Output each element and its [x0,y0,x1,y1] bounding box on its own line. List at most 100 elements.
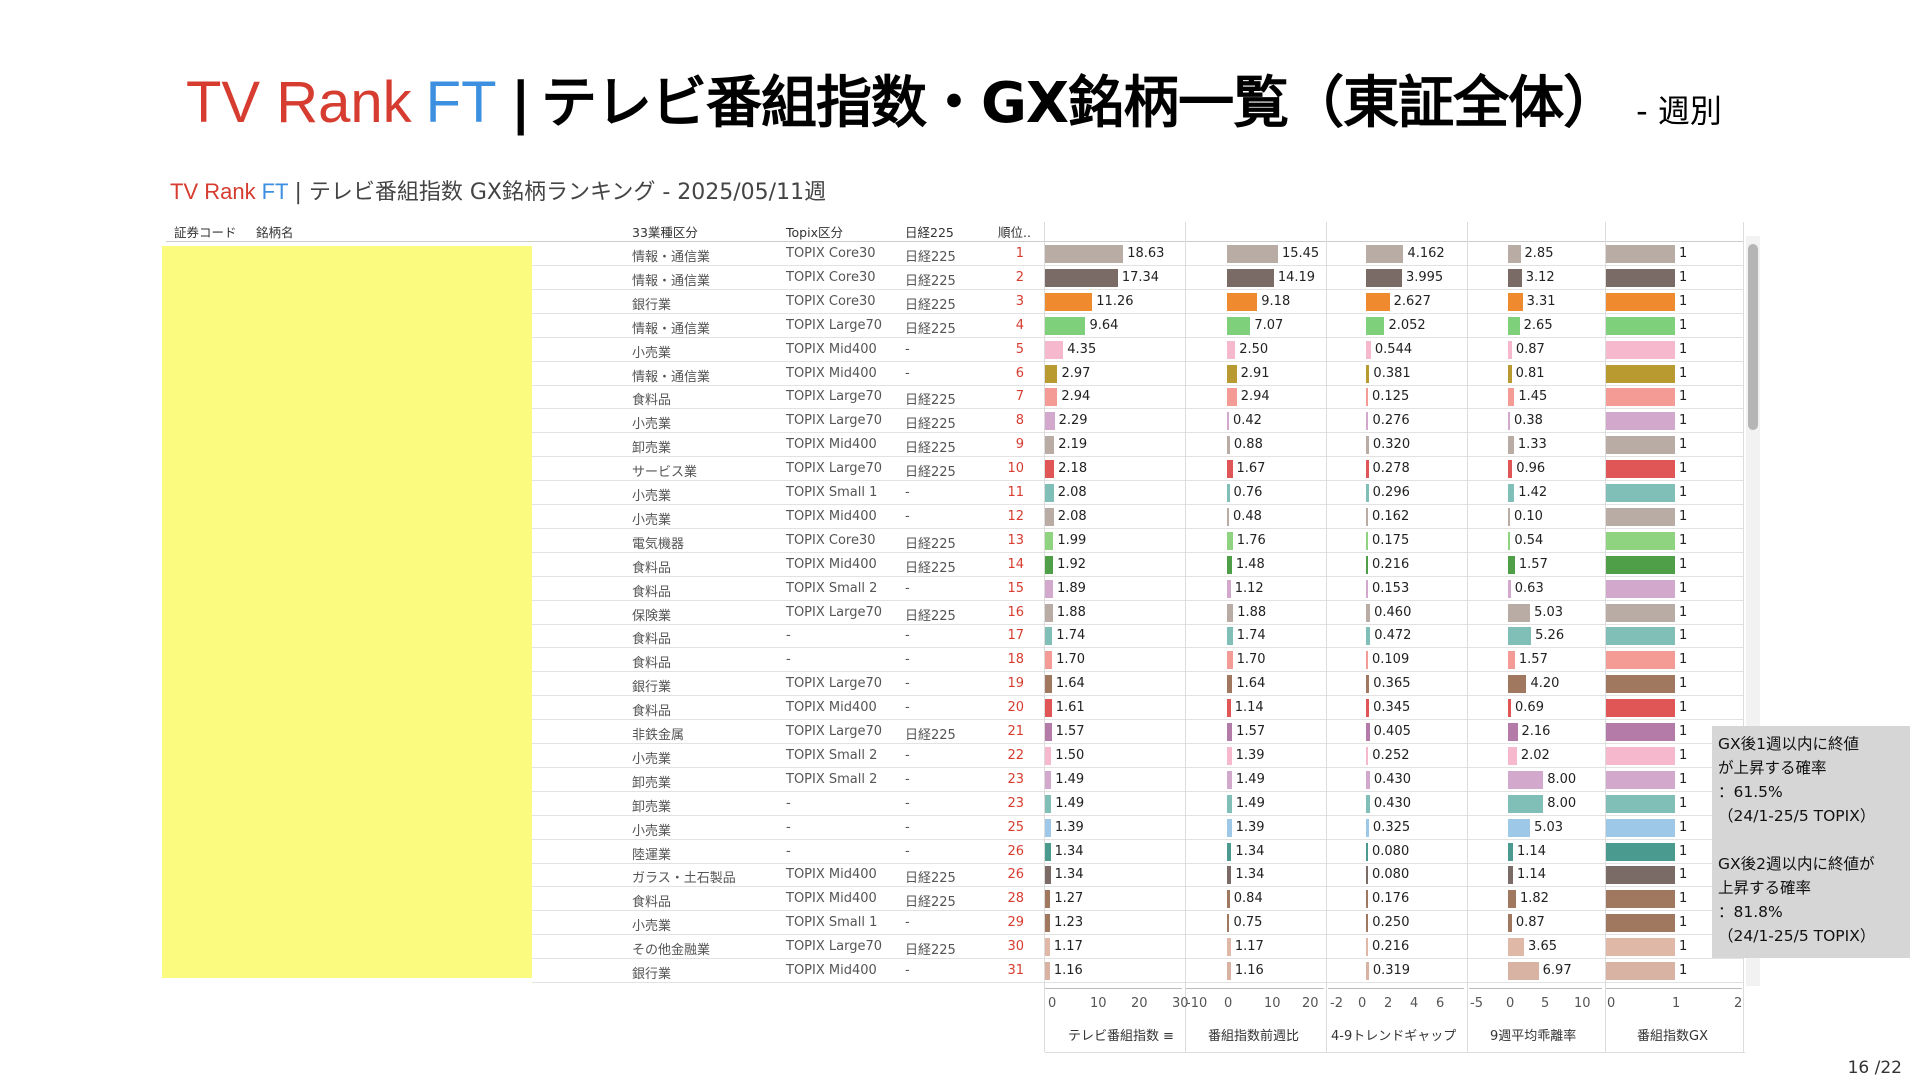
table-row[interactable]: 卸売業 TOPIX Mid400 日経225 9 2.19 0.88 0.320 1.33 1 [166,433,1744,458]
weekly-change-bar[interactable] [1227,699,1231,718]
axis-title[interactable]: 番組指数前週比 [1208,1029,1300,1044]
tv-index-bar[interactable] [1045,292,1093,311]
deviation-bar[interactable] [1508,675,1527,694]
gx-bar[interactable] [1605,699,1675,718]
deviation-bar[interactable] [1508,340,1512,359]
trend-gap-bar[interactable] [1366,412,1369,431]
tv-index-bar[interactable] [1045,436,1055,455]
table-row[interactable]: 情報・通信業 TOPIX Core30 日経225 2 17.34 14.19 3.995 3… [166,266,1744,290]
sort-icon[interactable]: ≡ [1163,1029,1174,1044]
gx-bar[interactable] [1605,245,1675,263]
tv-index-bar[interactable] [1045,914,1051,933]
gx-bar[interactable] [1605,388,1675,407]
weekly-change-bar[interactable] [1227,603,1234,622]
table-row[interactable]: 卸売業 TOPIX Small 2 - 23 1.49 1.49 0.430 8.00 1 [166,768,1744,792]
deviation-bar[interactable] [1508,316,1520,335]
scrollbar-thumb[interactable] [1748,244,1758,430]
tv-index-bar[interactable] [1045,484,1054,502]
weekly-change-bar[interactable] [1227,651,1233,670]
weekly-change-bar[interactable] [1227,938,1231,957]
trend-gap-bar[interactable] [1366,531,1368,550]
tv-index-bar[interactable] [1045,603,1053,622]
tv-index-bar[interactable] [1045,675,1052,694]
header-code[interactable]: 証券コード [174,225,237,240]
table-row[interactable]: 小売業 - - 25 1.39 1.39 0.325 5.03 1 [166,816,1744,840]
trend-gap-bar[interactable] [1366,866,1368,885]
table-row[interactable]: 情報・通信業 TOPIX Mid400 - 6 2.97 2.91 0.381 0.81 1 [166,362,1744,386]
weekly-change-bar[interactable] [1227,890,1230,909]
deviation-bar[interactable] [1508,268,1522,287]
tv-index-bar[interactable] [1045,794,1052,813]
deviation-bar[interactable] [1508,938,1525,957]
deviation-bar[interactable] [1508,388,1515,407]
tv-index-bar[interactable] [1045,460,1055,479]
weekly-change-bar[interactable] [1227,555,1232,574]
weekly-change-bar[interactable] [1227,818,1232,837]
deviation-bar[interactable] [1508,962,1539,980]
tv-index-bar[interactable] [1045,866,1051,885]
header-topix[interactable]: Topix区分 [786,225,843,240]
weekly-change-bar[interactable] [1227,484,1230,502]
weekly-change-bar[interactable] [1227,579,1231,598]
deviation-bar[interactable] [1508,866,1514,885]
trend-gap-bar[interactable] [1366,914,1369,933]
table-row[interactable]: 陸運業 - - 26 1.34 1.34 0.080 1.14 1 [166,840,1744,864]
trend-gap-bar[interactable] [1366,603,1371,622]
deviation-bar[interactable] [1508,723,1518,741]
deviation-bar[interactable] [1508,914,1512,933]
deviation-bar[interactable] [1508,555,1515,574]
trend-gap-bar[interactable] [1366,890,1368,909]
table-row[interactable]: 食料品 TOPIX Mid400 日経225 14 1.92 1.48 0.216 1.57 1 [166,553,1744,577]
table-row[interactable]: 銀行業 TOPIX Large70 - 19 1.64 1.64 0.365 4.20 1 [166,672,1744,697]
trend-gap-bar[interactable] [1366,723,1370,741]
gx-bar[interactable] [1605,292,1675,311]
gx-bar[interactable] [1605,436,1675,455]
gx-bar[interactable] [1605,890,1675,909]
gx-bar[interactable] [1605,770,1675,789]
deviation-bar[interactable] [1508,507,1510,526]
tv-index-bar[interactable] [1045,962,1050,980]
deviation-bar[interactable] [1508,699,1512,718]
trend-gap-bar[interactable] [1366,484,1369,502]
trend-gap-bar[interactable] [1366,842,1368,861]
deviation-bar[interactable] [1508,412,1510,431]
trend-gap-bar[interactable] [1366,436,1369,455]
header-sector[interactable]: 33業種区分 [632,225,698,240]
header-rank[interactable]: 順位.. [998,225,1031,240]
weekly-change-bar[interactable] [1227,388,1237,407]
deviation-bar[interactable] [1508,842,1514,861]
tv-index-bar[interactable] [1045,316,1086,335]
tv-index-bar[interactable] [1045,651,1053,670]
table-row[interactable]: その他金融業 TOPIX Large70 日経225 30 1.17 1.17 0.216 3… [166,935,1744,960]
tv-index-bar[interactable] [1045,268,1118,287]
trend-gap-bar[interactable] [1366,364,1370,383]
gx-bar[interactable] [1605,723,1675,741]
tv-index-bar[interactable] [1045,890,1051,909]
tv-index-bar[interactable] [1045,388,1058,407]
table-row[interactable]: 小売業 TOPIX Mid400 - 5 4.35 2.50 0.544 0.87 1 [166,338,1744,362]
gx-bar[interactable] [1605,507,1675,526]
weekly-change-bar[interactable] [1227,746,1232,765]
trend-gap-bar[interactable] [1366,292,1390,311]
tv-index-bar[interactable] [1045,842,1051,861]
deviation-bar[interactable] [1508,651,1515,670]
weekly-change-bar[interactable] [1227,723,1233,741]
table-row[interactable]: 情報・通信業 TOPIX Large70 日経225 4 9.64 7.07 2.052 2.… [166,314,1744,338]
table-row[interactable]: 小売業 TOPIX Small 1 - 11 2.08 0.76 0.296 1.42 1 [166,481,1744,505]
tv-index-bar[interactable] [1045,723,1052,741]
deviation-bar[interactable] [1508,364,1512,383]
deviation-bar[interactable] [1508,627,1532,646]
weekly-change-bar[interactable] [1227,364,1237,383]
table-row[interactable]: 食料品 - - 17 1.74 1.74 0.472 5.26 1 [166,624,1744,649]
header-name[interactable]: 銘柄名 [256,225,294,240]
deviation-bar[interactable] [1508,292,1523,311]
trend-gap-bar[interactable] [1366,938,1368,957]
gx-bar[interactable] [1605,484,1675,502]
trend-gap-bar[interactable] [1366,579,1368,598]
tv-index-bar[interactable] [1045,579,1053,598]
tv-index-bar[interactable] [1045,412,1055,431]
trend-gap-bar[interactable] [1366,627,1371,646]
weekly-change-bar[interactable] [1227,340,1236,359]
gx-bar[interactable] [1605,914,1675,933]
table-row[interactable]: 小売業 TOPIX Large70 日経225 8 2.29 0.42 0.276 0.38 1 [166,409,1744,434]
